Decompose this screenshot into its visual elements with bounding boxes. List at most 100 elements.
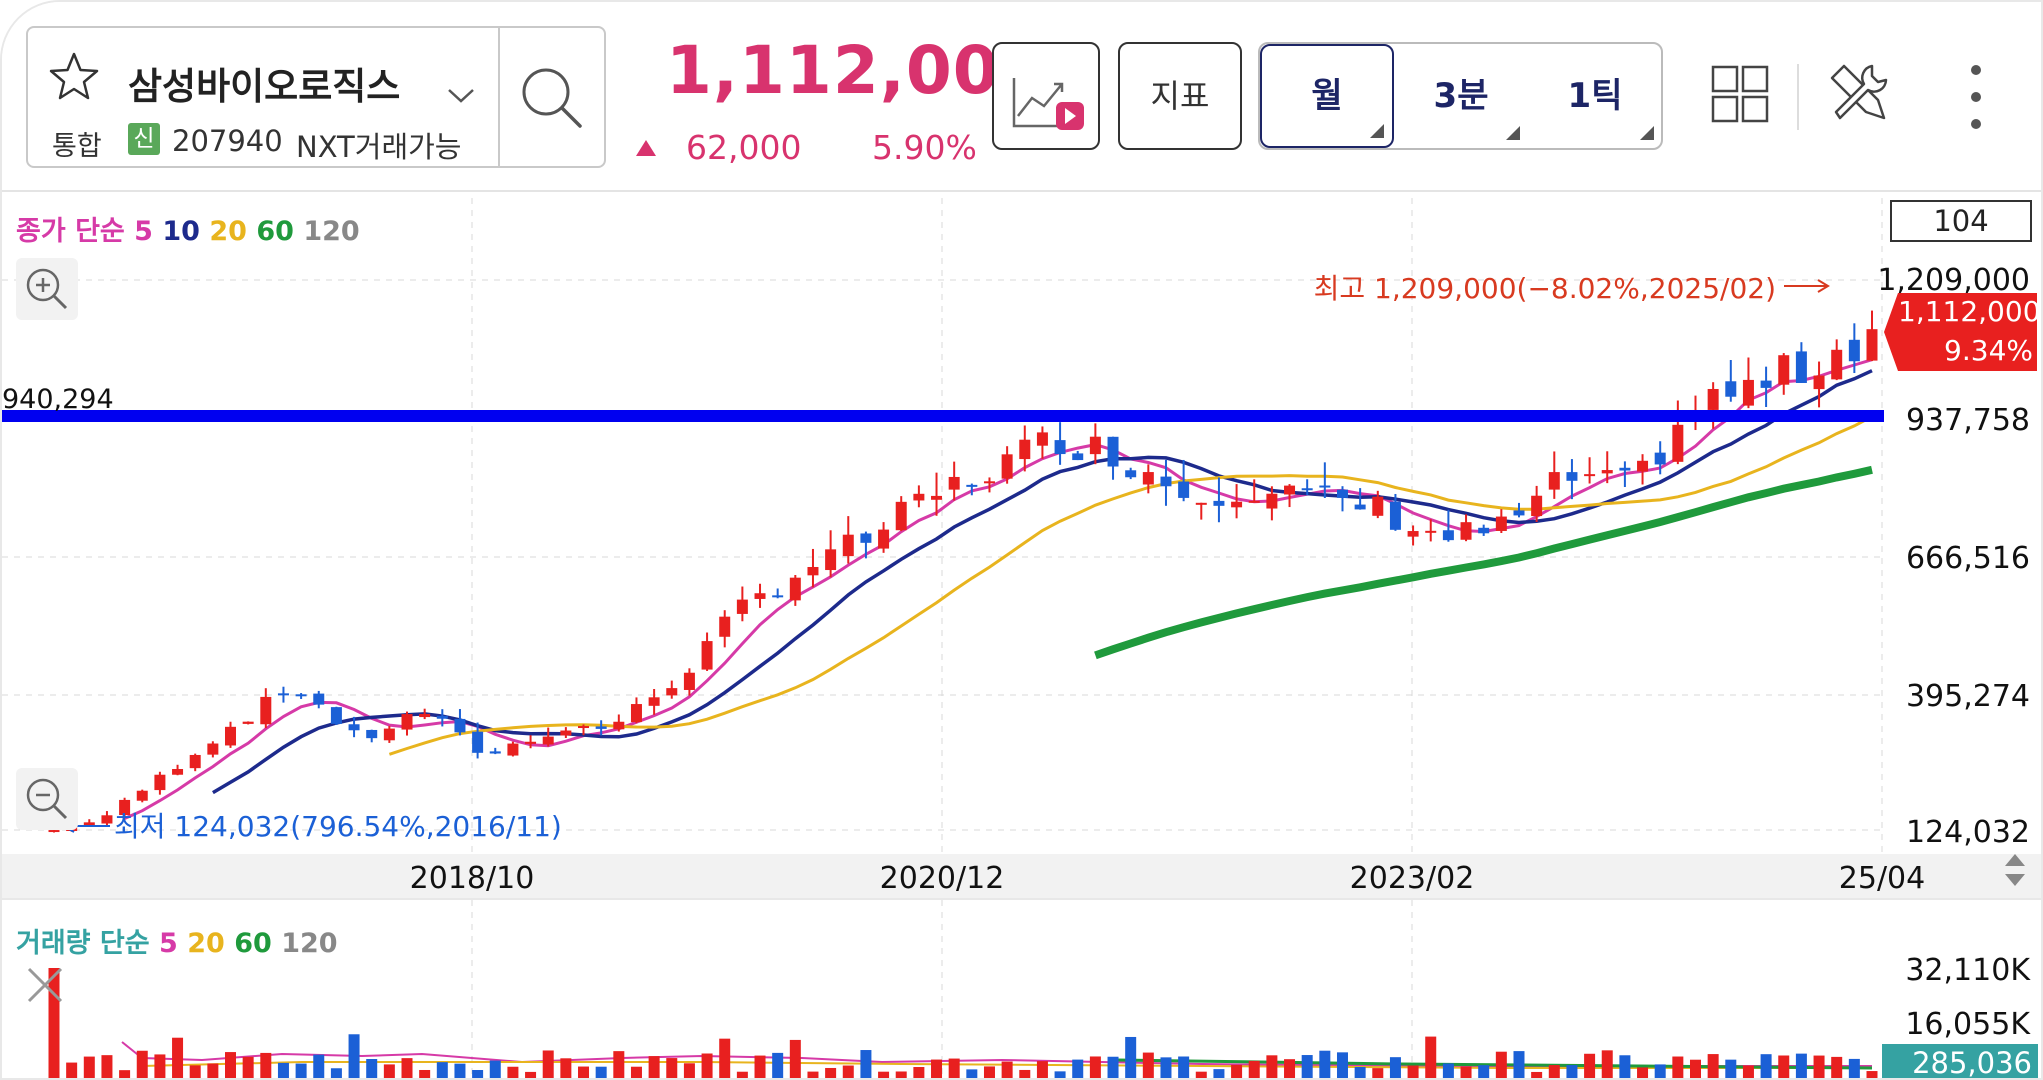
volume-legend[interactable]: 거래량 단순 5 20 60 120 (16, 921, 338, 960)
price-chart[interactable]: 940,294 최고 1,209,000(−8.02%,2025/02) 최저 … (2, 194, 2043, 1080)
candle-count-box[interactable]: 104 (1890, 200, 2032, 242)
stock-name[interactable]: 삼성바이오로직스 (128, 65, 401, 108)
candle-body (1089, 436, 1101, 455)
high-annotation: 최고 1,209,000(−8.02%,2025/02) (1314, 272, 1830, 305)
horizontal-line-bar[interactable] (2, 410, 1884, 422)
candle-body (1248, 500, 1260, 503)
volume-bar (1213, 1069, 1225, 1078)
zoom-out-button[interactable] (16, 768, 78, 830)
volume-bar (1831, 1056, 1843, 1078)
indicator-button[interactable]: 지표 (1118, 42, 1242, 150)
candle-body (454, 718, 466, 733)
star-icon[interactable] (44, 48, 104, 108)
volume-axis-divider (2, 898, 2041, 900)
scroll-up-icon[interactable] (2005, 854, 2025, 866)
x-axis-band (2, 854, 2041, 898)
candle-body (1513, 510, 1525, 516)
credit-badge: 신 (128, 123, 160, 155)
candle-body (825, 549, 837, 571)
close-icon[interactable] (24, 964, 66, 1006)
volume-bar (1866, 1071, 1878, 1078)
candle-body (983, 481, 995, 484)
candle-body (666, 688, 678, 696)
volume-bar (1072, 1059, 1084, 1078)
ma-legend-prefix: 종가 단순 (16, 216, 125, 247)
grid-layout-icon[interactable] (1710, 64, 1770, 124)
current-price-tag-shape (1884, 293, 2037, 371)
candle-body (648, 697, 660, 706)
zoom-in-icon (26, 268, 68, 310)
zoom-in-button[interactable] (16, 258, 78, 320)
period-1tick-button[interactable]: 1틱 (1528, 44, 1662, 148)
volume-bar (1478, 1065, 1490, 1078)
volume-bar (754, 1055, 766, 1078)
candle-body (578, 726, 590, 729)
volume-bar (1336, 1052, 1348, 1078)
scroll-down-icon[interactable] (2005, 874, 2025, 886)
candle-body (878, 529, 890, 549)
volume-bar (1195, 1071, 1207, 1078)
ma-legend[interactable]: 종가 단순 5 10 20 60 120 (16, 209, 360, 248)
volume-bars (48, 968, 1878, 1078)
candle-body (1213, 500, 1225, 506)
volume-bar (1248, 1060, 1260, 1078)
volume-bar (136, 1050, 148, 1078)
candle-body (172, 769, 184, 775)
volume-bar (895, 1071, 907, 1078)
volume-bar (701, 1053, 713, 1078)
volume-bar (1460, 1066, 1472, 1078)
volume-bar (1531, 1071, 1543, 1078)
stock-selector[interactable]: 삼성바이오로직스 통합 신 207940 NXT거래가능 (26, 26, 606, 168)
ma10-label: 10 (162, 216, 200, 247)
candle-body (101, 815, 113, 824)
candle-body (1019, 439, 1031, 460)
ma20-label: 20 (209, 216, 247, 247)
volume-bar (1707, 1054, 1719, 1078)
candle-body (613, 721, 625, 730)
chevron-down-icon[interactable] (446, 86, 476, 106)
candle-body (860, 533, 872, 543)
volume-bar (489, 1060, 501, 1078)
search-button[interactable] (500, 28, 604, 166)
chart-video-button[interactable] (992, 42, 1100, 150)
volume-bar (1107, 1056, 1119, 1078)
candle-body (1266, 493, 1278, 509)
volume-bar (383, 1064, 395, 1078)
volume-bar (366, 1059, 378, 1078)
candle-body (260, 696, 272, 725)
volume-bar (542, 1050, 554, 1078)
current-percent-tag: 9.34% (1944, 334, 2033, 367)
volume-bar (454, 1063, 466, 1078)
volume-bar (1813, 1055, 1825, 1078)
candle-body (401, 714, 413, 730)
period-month-button[interactable]: 월 (1260, 44, 1394, 148)
scroll-arrows[interactable] (2005, 854, 2025, 886)
period-3min-button[interactable]: 3분 (1394, 44, 1528, 148)
candle-body (1619, 467, 1631, 471)
volume-bar (436, 1062, 448, 1078)
volume-bar (330, 1068, 342, 1078)
zoom-out-icon (26, 778, 68, 820)
candle-body (1495, 516, 1507, 531)
candle-body (1231, 501, 1243, 508)
period-3min-label: 3분 (1433, 76, 1489, 116)
candle-body (1301, 488, 1313, 491)
candle-body (560, 730, 572, 736)
candle-body (242, 721, 254, 724)
volume-bar (1795, 1053, 1807, 1078)
header-bar: 삼성바이오로직스 통합 신 207940 NXT거래가능 1,112,000 6… (2, 2, 2041, 192)
y-axis-label: 1,209,000 (1877, 263, 2030, 298)
candle-body (119, 799, 131, 816)
volume-bar (1301, 1055, 1313, 1078)
candle-body (1707, 388, 1719, 410)
volume-bar (260, 1052, 272, 1078)
horizontal-line[interactable]: 940,294 (2, 384, 1884, 422)
volume-bar (1160, 1057, 1172, 1078)
volume-bar (1354, 1066, 1366, 1078)
candle-body (1866, 329, 1878, 361)
volume-bar (1054, 1071, 1066, 1078)
more-vertical-icon[interactable] (1964, 62, 1988, 132)
candle-body (1125, 470, 1137, 478)
tools-icon[interactable] (1826, 60, 1892, 126)
volume-bar (931, 1059, 943, 1078)
